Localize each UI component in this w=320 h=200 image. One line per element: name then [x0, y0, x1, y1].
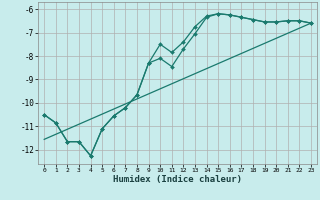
X-axis label: Humidex (Indice chaleur): Humidex (Indice chaleur) — [113, 175, 242, 184]
